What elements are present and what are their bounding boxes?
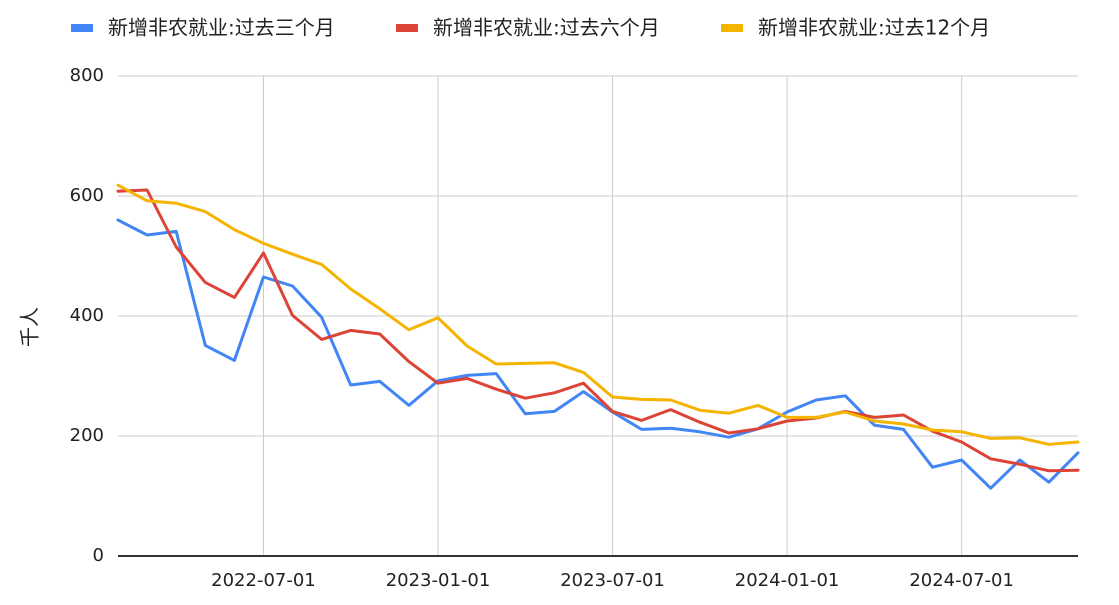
legend-swatch <box>71 24 93 32</box>
y-tick-label: 0 <box>93 545 104 566</box>
legend-swatch <box>396 24 418 32</box>
y-tick-label: 800 <box>70 65 104 86</box>
x-tick-label: 2024-07-01 <box>909 570 1014 591</box>
plot-area <box>116 183 1080 490</box>
y-tick-label: 400 <box>70 305 104 326</box>
y-tick-label: 200 <box>70 425 104 446</box>
legend-label: 新增非农就业:过去12个月 <box>758 16 990 40</box>
legend: 新增非农就业:过去三个月 新增非农就业:过去六个月 新增非农就业:过去12个月 <box>71 16 990 40</box>
x-tick-label: 2024-01-01 <box>735 570 840 591</box>
legend-label: 新增非农就业:过去六个月 <box>433 16 660 40</box>
legend-label: 新增非农就业:过去三个月 <box>108 16 335 40</box>
series-line-2 <box>116 188 1080 473</box>
legend-item-1: 新增非农就业:过去三个月 <box>71 16 335 40</box>
y-tick-label: 600 <box>70 185 104 206</box>
y-axis: 0 200 400 600 800 <box>70 65 104 566</box>
x-tick-label: 2023-07-01 <box>560 570 665 591</box>
grid <box>118 75 1078 557</box>
x-tick-label: 2022-07-01 <box>211 570 316 591</box>
x-axis: 2022-07-01 2023-01-01 2023-07-01 2024-01-01… <box>211 570 1014 591</box>
series-line-1 <box>116 218 1080 490</box>
x-tick-label: 2023-01-01 <box>386 570 491 591</box>
y-axis-title: 千人 <box>18 307 42 347</box>
legend-item-3: 新增非农就业:过去12个月 <box>721 16 990 40</box>
legend-swatch <box>721 24 743 32</box>
series-line-3 <box>116 183 1080 446</box>
legend-item-2: 新增非农就业:过去六个月 <box>396 16 660 40</box>
